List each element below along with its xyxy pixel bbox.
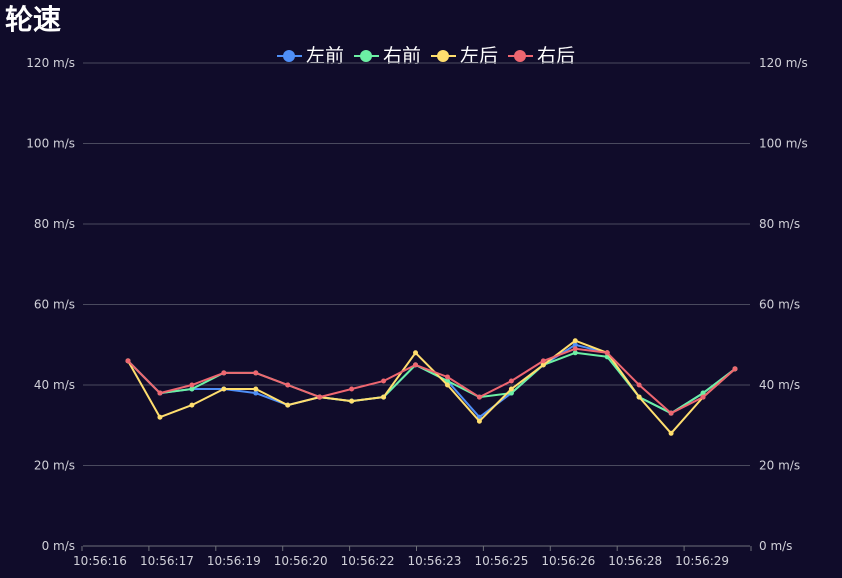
data-point-series-2 [221, 386, 227, 392]
data-point-series-3 [221, 370, 227, 376]
y-tick-label-right: 0 m/s [759, 539, 792, 553]
x-tick-label: 10:56:25 [474, 554, 528, 568]
data-point-series-3 [540, 358, 546, 364]
series-line-1 [127, 351, 736, 415]
data-point-series-2 [413, 350, 419, 356]
y-tick-label-right: 40 m/s [759, 378, 800, 392]
chart-title: 轮速 [5, 3, 62, 36]
data-point-series-2 [572, 338, 578, 344]
y-tick-label-right: 20 m/s [759, 459, 800, 473]
data-point-series-2 [540, 362, 546, 368]
y-tick-label-left: 40 m/s [34, 378, 75, 392]
data-point-series-3 [413, 362, 419, 368]
data-point-series-3 [604, 350, 610, 356]
y-tick-label-left: 0 m/s [42, 539, 75, 553]
data-point-series-2 [253, 386, 259, 392]
data-point-series-1 [700, 390, 706, 396]
data-point-series-3 [700, 394, 706, 400]
data-point-series-2 [157, 414, 163, 420]
data-point-series-2 [189, 402, 195, 408]
data-point-series-3 [572, 346, 578, 352]
data-point-series-3 [349, 386, 355, 392]
legend-swatch-right-rear [508, 49, 534, 63]
data-point-series-3 [253, 370, 259, 376]
data-point-series-3 [636, 382, 642, 388]
y-tick-label-right: 100 m/s [759, 137, 808, 151]
legend-label-left-rear: 左后 [460, 45, 499, 67]
data-point-series-3 [317, 394, 323, 400]
x-tick-label: 10:56:23 [408, 554, 462, 568]
data-point-series-3 [285, 382, 291, 388]
data-point-series-0 [253, 390, 259, 396]
data-point-series-2 [636, 394, 642, 400]
x-tick-label: 10:56:17 [140, 554, 194, 568]
series-line-2 [127, 339, 736, 435]
legend-item-right-rear[interactable]: 右后 [508, 42, 575, 70]
x-tick-label: 10:56:29 [675, 554, 729, 568]
x-tick-label: 10:56:16 [73, 554, 127, 568]
data-point-series-3 [444, 374, 450, 380]
data-point-series-2 [668, 430, 674, 436]
legend-item-left-front[interactable]: 左前 [276, 42, 344, 70]
x-tick-label: 10:56:19 [207, 554, 261, 568]
legend: 左前 右前 左后 右后 [0, 42, 842, 70]
data-point-series-3 [125, 358, 131, 364]
y-tick-label-left: 60 m/s [34, 298, 75, 312]
y-tick-label-right: 80 m/s [759, 217, 800, 231]
data-point-series-3 [732, 366, 738, 372]
legend-label-right-rear: 右后 [537, 45, 576, 67]
legend-label-left-front: 左前 [305, 45, 344, 67]
y-tick-label-left: 120 m/s [26, 56, 75, 70]
series-line-0 [127, 343, 736, 419]
data-point-series-3 [189, 382, 195, 388]
series-line-3 [127, 347, 736, 415]
y-tick-label-left: 100 m/s [26, 137, 75, 151]
x-tick-label: 10:56:22 [341, 554, 395, 568]
y-tick-label-right: 120 m/s [759, 56, 808, 70]
legend-item-left-rear[interactable]: 左后 [431, 42, 498, 70]
data-point-series-2 [381, 394, 387, 400]
legend-label-right-front: 右前 [382, 45, 421, 67]
data-point-series-2 [476, 418, 482, 424]
data-point-series-2 [285, 402, 291, 408]
y-tick-label-right: 60 m/s [759, 298, 800, 312]
y-tick-label-left: 20 m/s [34, 459, 75, 473]
data-point-series-3 [508, 378, 514, 384]
x-tick-label: 10:56:28 [608, 554, 662, 568]
data-point-series-3 [476, 394, 482, 400]
legend-swatch-left-front [276, 49, 302, 63]
data-point-series-0 [572, 342, 578, 348]
data-point-series-1 [572, 350, 578, 356]
legend-item-right-front[interactable]: 右前 [353, 42, 421, 70]
y-tick-label-left: 80 m/s [34, 217, 75, 231]
data-point-series-3 [668, 410, 674, 416]
data-point-series-3 [157, 390, 163, 396]
data-point-series-3 [381, 378, 387, 384]
data-point-series-1 [189, 386, 195, 392]
data-point-series-2 [508, 386, 514, 392]
x-tick-label: 10:56:20 [274, 554, 328, 568]
legend-swatch-left-rear [431, 49, 456, 63]
x-tick-label: 10:56:26 [541, 554, 595, 568]
legend-swatch-right-front [353, 49, 379, 63]
data-point-series-2 [444, 382, 450, 388]
data-point-series-2 [349, 398, 355, 404]
